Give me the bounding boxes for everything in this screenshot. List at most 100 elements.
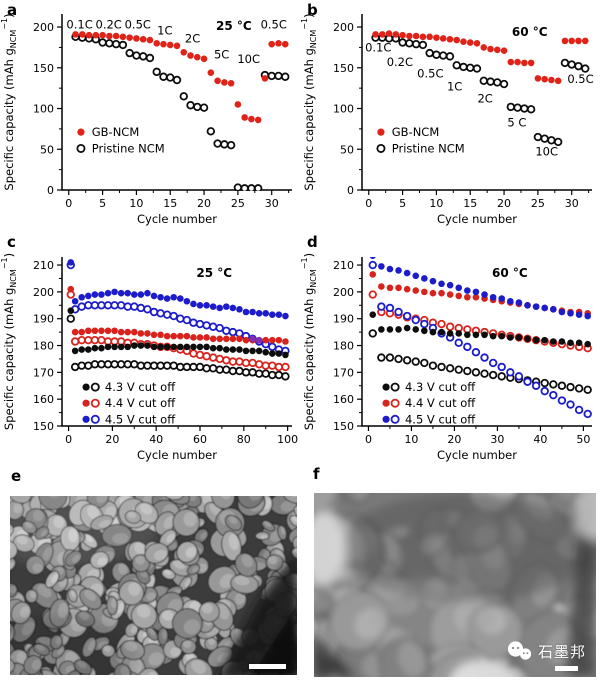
panel-label-b: b [307,1,318,19]
svg-text:180: 180 [33,340,54,353]
y-axis-title: Specific capacity (mAh gNCM−1) [0,13,18,190]
sem-shading [10,496,297,675]
svg-text:0.1C: 0.1C [365,40,391,54]
svg-text:200: 200 [333,21,354,34]
svg-text:30: 30 [490,433,504,446]
axes: 0 5 10 15 20 25 30 0 50 100 150 200 Cycle number Spec… [300,13,592,226]
svg-text:50: 50 [40,143,54,156]
data-series [368,257,592,419]
svg-text:60 °C: 60 °C [492,266,528,280]
annotations: 25 °C [196,266,232,280]
svg-text:Pristine NCM: Pristine NCM [392,141,465,155]
svg-text:20: 20 [497,197,511,210]
svg-text:4.5 V cut off: 4.5 V cut off [405,412,476,426]
svg-text:20: 20 [447,433,461,446]
x-axis-title: Cycle number [137,212,217,226]
panel-label-e: e [11,467,22,485]
svg-text:0: 0 [65,197,72,210]
wechat-chat-bubbles-icon [507,641,532,660]
series-pristine-ncm-4-3-v [368,329,592,394]
y-axis-title: Specific capacity (mAh gNCM−1) [300,13,318,190]
svg-text:25: 25 [531,197,545,210]
svg-text:0.5C: 0.5C [417,66,443,80]
svg-text:20: 20 [105,433,119,446]
legend: GB-NCM Pristine NCM [376,125,465,155]
legend: 4.3 V cut off 4.4 V cut off 4.5 V cut off [82,380,176,426]
legend: 4.3 V cut off 4.4 V cut off 4.5 V cut off [382,380,476,426]
series-pristine-ncm [71,32,290,191]
axes: 0 5 10 15 20 25 30 0 50 100 150 200 Cycle number Spec… [0,13,292,226]
svg-text:40: 40 [533,433,547,446]
series-pristine-ncm [371,33,590,147]
svg-text:4.4 V cut off: 4.4 V cut off [105,396,176,410]
svg-text:200: 200 [33,21,54,34]
series-pristine-ncm-4-4-v [368,290,592,353]
svg-text:170: 170 [333,366,354,379]
svg-text:5: 5 [399,197,406,210]
svg-text:100: 100 [33,103,54,116]
svg-text:2C: 2C [185,31,200,45]
y-axis-title: Specific capacity (mAh gNCM−1) [0,253,18,430]
scale-bar [249,664,286,669]
svg-text:0.5C: 0.5C [567,72,593,86]
sem-texture-f [314,493,596,677]
x-axis-title: Cycle number [437,212,517,226]
series-gb-ncm-4-3-v [369,311,592,348]
svg-text:0: 0 [365,433,372,446]
svg-text:25 °C: 25 °C [196,266,232,280]
svg-text:190: 190 [33,313,54,326]
svg-text:180: 180 [333,340,354,353]
svg-text:0.5C: 0.5C [261,18,287,32]
sem-micrograph-rough [10,496,297,675]
sem-micrograph-smooth: 石墨邦 [314,493,596,677]
svg-text:190: 190 [333,313,354,326]
svg-text:0: 0 [47,184,54,197]
svg-text:2C: 2C [477,92,492,106]
cycling-stability-chart-60c: 0 10 20 30 40 50 150 160 170 180 190 200 210 Cycle nu… [300,253,592,462]
svg-text:1C: 1C [157,23,172,37]
svg-text:150: 150 [33,62,54,75]
svg-text:10C: 10C [535,145,558,159]
y-axis-title: Specific capacity (mAh gNCM−1) [300,253,318,430]
svg-text:GB-NCM: GB-NCM [392,125,440,139]
series-gb-ncm [72,31,289,124]
svg-text:0.2C: 0.2C [387,55,413,69]
svg-text:5 C: 5 C [507,115,526,129]
svg-text:50: 50 [576,433,590,446]
legend: GB-NCM Pristine NCM [76,125,165,155]
svg-text:170: 170 [33,366,54,379]
annotations: 60 °C 0.1C0.2C 0.5C 1C 2C 5 C 10C 0.5C [365,25,594,159]
svg-text:4.3 V cut off: 4.3 V cut off [405,380,476,394]
watermark-text: 石墨邦 [537,643,586,661]
series-gb-ncm [372,30,589,85]
svg-text:5C: 5C [214,48,229,62]
svg-text:200: 200 [33,286,54,299]
series-gb-ncm-4-5-v [369,257,592,320]
data-series [71,31,290,191]
series-pristine-ncm-4-5-v [368,260,592,419]
scale-bar [555,666,578,671]
svg-text:Pristine NCM: Pristine NCM [92,141,165,155]
svg-text:0: 0 [65,433,72,446]
svg-text:4.3 V cut off: 4.3 V cut off [105,380,176,394]
x-axis-title: Cycle number [437,448,517,462]
watermark: 石墨邦 [506,641,586,662]
svg-text:10C: 10C [237,52,260,66]
svg-text:200: 200 [333,286,354,299]
svg-text:160: 160 [33,393,54,406]
svg-text:150: 150 [333,420,354,433]
svg-text:40: 40 [149,433,163,446]
svg-text:150: 150 [333,62,354,75]
svg-text:150: 150 [33,420,54,433]
series-pristine-ncm-4-4-v [66,290,290,372]
series-overlap-markers [249,335,263,344]
series-gb-ncm-4-5-v [67,259,289,320]
panel-label-d: d [307,233,318,251]
svg-text:15: 15 [163,197,177,210]
axes: 0 10 20 30 40 50 150 160 170 180 190 200 210 Cycle nu… [300,253,592,462]
svg-text:160: 160 [333,393,354,406]
svg-text:25 °C: 25 °C [216,19,252,33]
sem-shading [314,493,596,677]
svg-text:100: 100 [277,433,298,446]
